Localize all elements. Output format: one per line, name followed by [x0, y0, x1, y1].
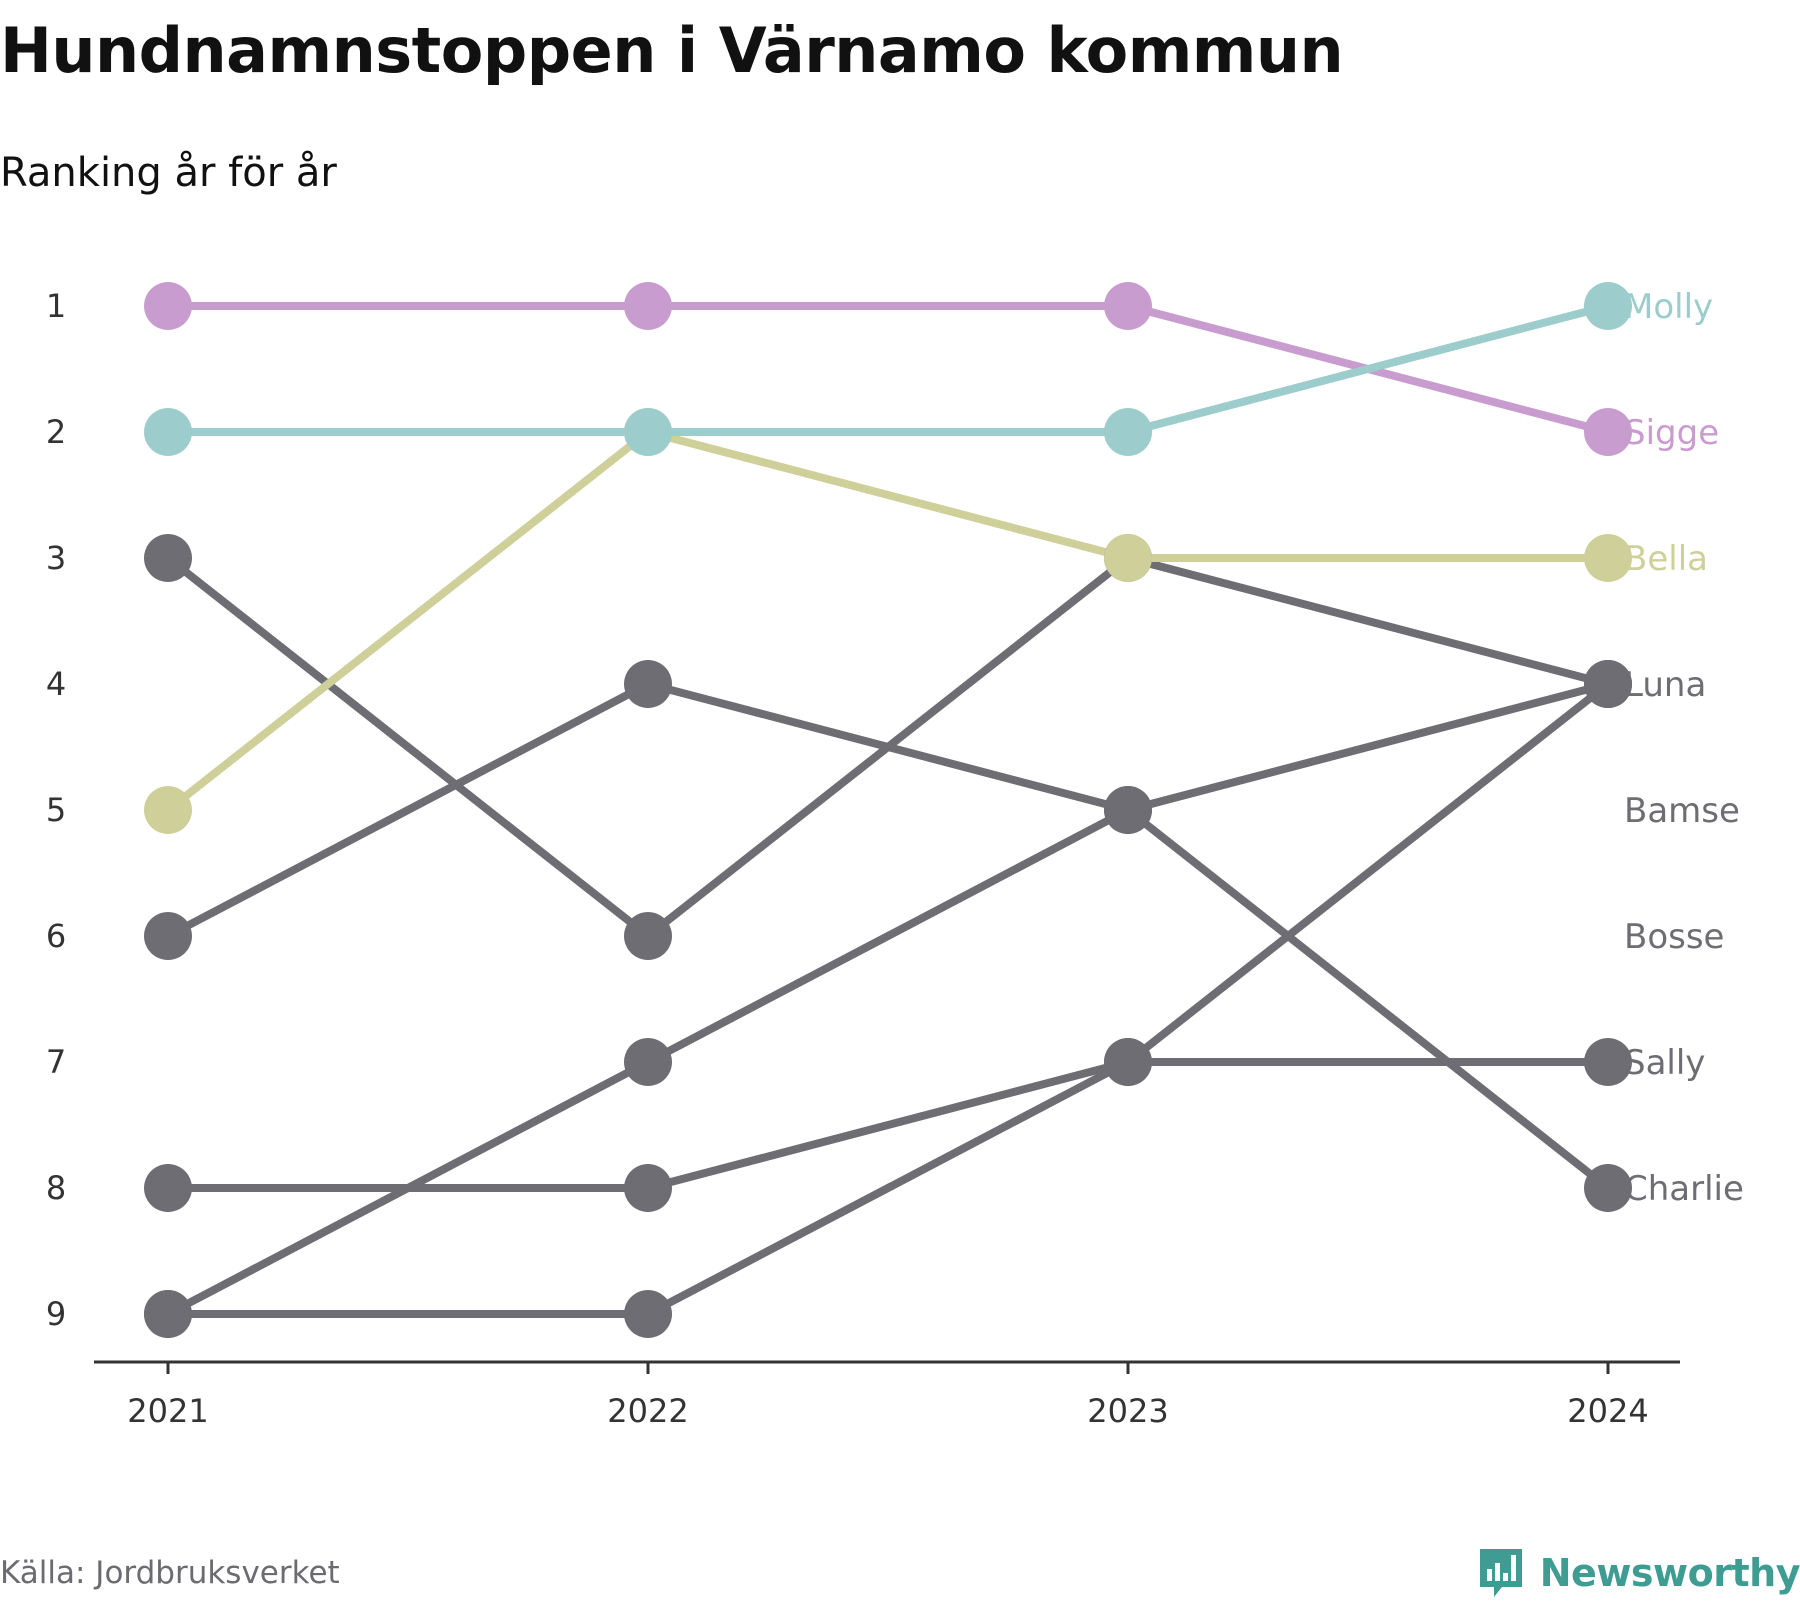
- point-bella-2021: [144, 786, 192, 834]
- y-tick-label: 5: [46, 791, 66, 829]
- end-labels: Molly Sigge Bella Luna Bamse Bosse Sally Charli…: [1624, 287, 1744, 1209]
- end-label-sally: Sally: [1624, 1043, 1705, 1083]
- y-tick-label: 9: [46, 1295, 66, 1333]
- point-charlie-2021: [144, 912, 192, 960]
- x-tick-label: 2024: [1567, 1392, 1648, 1430]
- point-sally-2022: [624, 1290, 672, 1338]
- y-tick-label: 1: [46, 287, 66, 325]
- series-points: [144, 282, 1632, 1338]
- x-tick-label: 2021: [127, 1392, 208, 1430]
- y-tick-label: 6: [46, 917, 66, 955]
- x-tick-label: 2023: [1087, 1392, 1168, 1430]
- point-bella-2023: [1104, 534, 1152, 582]
- y-tick-label: 4: [46, 665, 66, 703]
- end-label-charlie: Charlie: [1624, 1169, 1744, 1209]
- x-axis: 2021 2022 2023 2024: [94, 1360, 1680, 1430]
- point-charlie-2022: [624, 660, 672, 708]
- y-tick-label: 8: [46, 1169, 66, 1207]
- point-sigge-2021: [144, 282, 192, 330]
- point-molly-2021: [144, 408, 192, 456]
- end-label-bella: Bella: [1624, 539, 1708, 579]
- point-sigge-2022: [624, 282, 672, 330]
- point-bosse-2023: [1104, 1038, 1152, 1086]
- series-lines: [164, 302, 1612, 1318]
- chart-subtitle: Ranking år för år: [0, 150, 337, 196]
- series-line-luna: [164, 554, 1612, 940]
- series-line-sally: [164, 1058, 1612, 1318]
- point-sigge-2024: [1584, 408, 1632, 456]
- end-label-molly: Molly: [1624, 287, 1713, 327]
- y-tick-label: 7: [46, 1043, 66, 1081]
- bump-chart: 1 2 3 4 5 6 7 8 9 2021 2022 2023 2024 Molly Sigge Bel…: [46, 282, 1744, 1430]
- newsworthy-icon: [1479, 1549, 1522, 1597]
- point-luna-2022: [624, 912, 672, 960]
- point-molly-2022: [624, 408, 672, 456]
- point-molly-2024: [1584, 282, 1632, 330]
- x-tick-label: 2022: [607, 1392, 688, 1430]
- point-bamse-2022: [624, 1038, 672, 1086]
- point-bosse-2021: [144, 1164, 192, 1212]
- end-label-bamse: Bamse: [1624, 791, 1740, 831]
- brand-name: Newsworthy: [1539, 1551, 1800, 1595]
- y-axis-ticks: 1 2 3 4 5 6 7 8 9: [46, 287, 66, 1333]
- end-label-luna: Luna: [1624, 665, 1706, 705]
- y-tick-label: 2: [46, 413, 66, 451]
- point-charlie-2024: [1584, 1164, 1632, 1212]
- source-note: Källa: Jordbruksverket: [0, 1555, 340, 1591]
- point-bamse-2021: [144, 1290, 192, 1338]
- point-bosse-2022: [624, 1164, 672, 1212]
- series-line-bella: [164, 428, 1612, 814]
- brand-logo[interactable]: Newsworthy: [1476, 1545, 1800, 1601]
- point-sigge-2023: [1104, 282, 1152, 330]
- point-luna-2024: [1584, 660, 1632, 708]
- chart-title: Hundnamnstoppen i Värnamo kommun: [0, 14, 1344, 87]
- end-label-sigge: Sigge: [1624, 413, 1719, 453]
- point-sally-2024: [1584, 1038, 1632, 1086]
- end-label-bosse: Bosse: [1624, 917, 1724, 957]
- point-luna-2021: [144, 534, 192, 582]
- series-line-sigge: [164, 302, 1612, 436]
- point-bella-2024: [1584, 534, 1632, 582]
- series-line-bamse: [164, 680, 1612, 1318]
- y-tick-label: 3: [46, 539, 66, 577]
- series-line-molly: [164, 302, 1612, 436]
- point-molly-2023: [1104, 408, 1152, 456]
- point-bamse-2023: [1104, 786, 1152, 834]
